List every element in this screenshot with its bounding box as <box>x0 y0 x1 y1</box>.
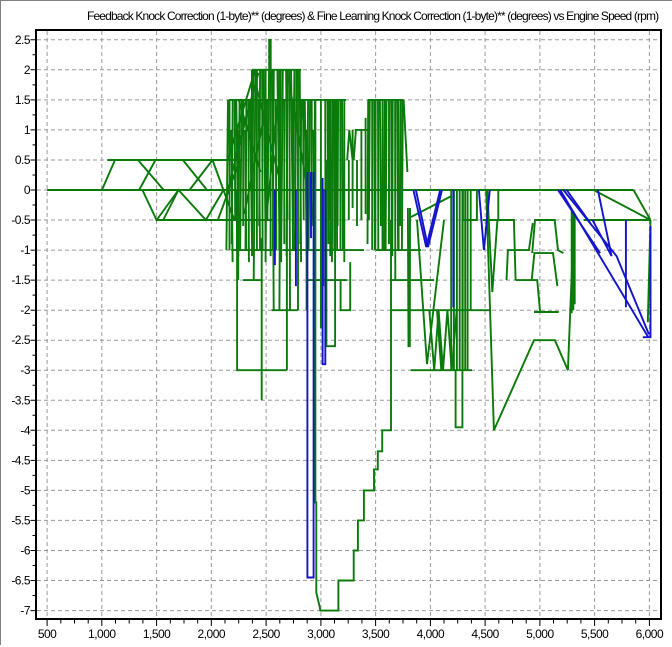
svg-text:-5: -5 <box>20 483 30 497</box>
svg-text:0: 0 <box>24 183 31 197</box>
svg-text:0.5: 0.5 <box>15 153 31 167</box>
svg-text:-7: -7 <box>20 604 30 618</box>
svg-text:3,000: 3,000 <box>307 627 335 641</box>
svg-text:2,500: 2,500 <box>252 627 280 641</box>
svg-text:1.5: 1.5 <box>15 93 31 107</box>
svg-text:5,500: 5,500 <box>581 627 609 641</box>
svg-text:4,000: 4,000 <box>417 627 445 641</box>
svg-text:-5.5: -5.5 <box>11 513 31 527</box>
svg-text:-2: -2 <box>20 303 30 317</box>
svg-text:-2.5: -2.5 <box>11 333 31 347</box>
svg-text:-6.5: -6.5 <box>11 574 31 588</box>
svg-text:-1: -1 <box>20 243 30 257</box>
svg-text:-4.5: -4.5 <box>11 453 31 467</box>
svg-text:6,000: 6,000 <box>636 627 664 641</box>
svg-text:4,500: 4,500 <box>471 627 499 641</box>
svg-text:-0.5: -0.5 <box>11 213 31 227</box>
svg-text:1: 1 <box>24 123 31 137</box>
svg-text:5,000: 5,000 <box>526 627 554 641</box>
svg-text:2,000: 2,000 <box>198 627 226 641</box>
svg-text:2.5: 2.5 <box>15 33 31 47</box>
svg-text:-3.5: -3.5 <box>11 393 31 407</box>
svg-text:3,500: 3,500 <box>362 627 390 641</box>
svg-text:2: 2 <box>24 63 31 77</box>
svg-text:1,500: 1,500 <box>143 627 171 641</box>
svg-text:-6: -6 <box>20 544 30 558</box>
svg-text:500: 500 <box>38 627 57 641</box>
svg-text:-1.5: -1.5 <box>11 273 31 287</box>
svg-text:1,000: 1,000 <box>88 627 116 641</box>
svg-text:-3: -3 <box>20 363 30 377</box>
svg-text:-4: -4 <box>20 423 30 437</box>
